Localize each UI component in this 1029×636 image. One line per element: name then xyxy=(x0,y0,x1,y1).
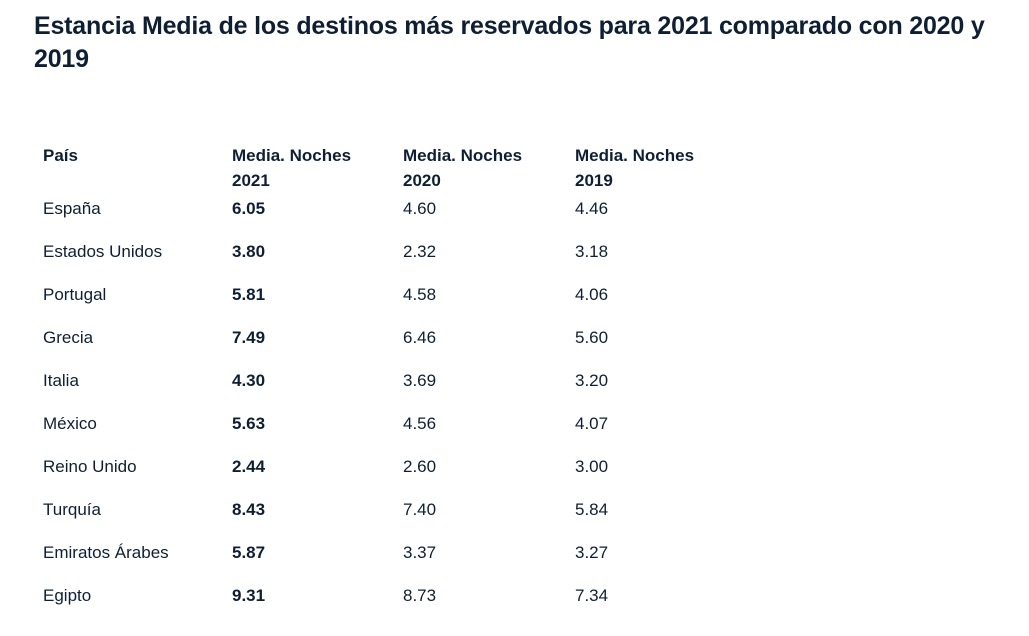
header-noches-2019: Media. Noches 2019 xyxy=(575,146,695,190)
cell-noches-2021: 7.49 xyxy=(232,328,266,347)
cell-noches-2020: 4.58 xyxy=(403,285,437,304)
cell-noches-2019: 4.07 xyxy=(575,414,609,433)
cell-pais: Italia xyxy=(43,371,79,390)
table-row: Grecia 7.49 6.46 5.60 xyxy=(43,327,735,370)
cell-noches-2020: 4.56 xyxy=(403,414,437,433)
cell-pais: España xyxy=(43,199,101,218)
table-row: Turquía 8.43 7.40 5.84 xyxy=(43,499,735,542)
cell-noches-2019: 3.20 xyxy=(575,371,609,390)
cell-noches-2019: 3.18 xyxy=(575,242,609,261)
cell-pais: Reino Unido xyxy=(43,457,137,476)
cell-noches-2020: 4.60 xyxy=(403,199,437,218)
table-row: Portugal 5.81 4.58 4.06 xyxy=(43,284,735,327)
header-noches-2021: Media. Noches 2021 xyxy=(232,146,352,190)
cell-noches-2019: 3.00 xyxy=(575,457,609,476)
cell-noches-2019: 5.60 xyxy=(575,328,609,347)
data-table: País Media. Noches 2021 Media. Noches 20… xyxy=(43,143,735,628)
cell-pais: Egipto xyxy=(43,586,92,605)
cell-noches-2021: 4.30 xyxy=(232,371,266,390)
table-row: México 5.63 4.56 4.07 xyxy=(43,413,735,456)
cell-noches-2020: 3.69 xyxy=(403,371,437,390)
cell-noches-2020: 6.46 xyxy=(403,328,437,347)
header-noches-2020: Media. Noches 2020 xyxy=(403,146,523,190)
cell-noches-2020: 3.37 xyxy=(403,543,437,562)
cell-noches-2021: 6.05 xyxy=(232,199,266,218)
cell-noches-2021: 8.43 xyxy=(232,500,266,519)
cell-noches-2021: 9.31 xyxy=(232,586,266,605)
cell-pais: Grecia xyxy=(43,328,94,347)
table-row: Italia 4.30 3.69 3.20 xyxy=(43,370,735,413)
cell-noches-2020: 8.73 xyxy=(403,586,437,605)
table-header-row: País Media. Noches 2021 Media. Noches 20… xyxy=(43,143,735,198)
cell-noches-2019: 3.27 xyxy=(575,543,609,562)
table-row: Estados Unidos 3.80 2.32 3.18 xyxy=(43,241,735,284)
page-title: Estancia Media de los destinos más reser… xyxy=(34,12,985,73)
cell-pais: Turquía xyxy=(43,500,101,519)
table-row: Egipto 9.31 8.73 7.34 xyxy=(43,585,735,628)
cell-noches-2021: 3.80 xyxy=(232,242,266,261)
cell-noches-2021: 2.44 xyxy=(232,457,266,476)
cell-noches-2019: 4.06 xyxy=(575,285,609,304)
cell-pais: México xyxy=(43,414,97,433)
table-row: Emiratos Árabes 5.87 3.37 3.27 xyxy=(43,542,735,585)
cell-pais: Estados Unidos xyxy=(43,242,163,261)
table-row: España 6.05 4.60 4.46 xyxy=(43,198,735,241)
cell-noches-2021: 5.87 xyxy=(232,543,266,562)
cell-noches-2020: 2.32 xyxy=(403,242,437,261)
cell-noches-2019: 7.34 xyxy=(575,586,609,605)
cell-noches-2021: 5.63 xyxy=(232,414,266,433)
cell-noches-2021: 5.81 xyxy=(232,285,266,304)
cell-noches-2020: 2.60 xyxy=(403,457,437,476)
table-row: Reino Unido 2.44 2.60 3.00 xyxy=(43,456,735,499)
cell-noches-2020: 7.40 xyxy=(403,500,437,519)
cell-noches-2019: 4.46 xyxy=(575,199,609,218)
cell-noches-2019: 5.84 xyxy=(575,500,609,519)
cell-pais: Portugal xyxy=(43,285,107,304)
header-pais: País xyxy=(43,146,78,165)
cell-pais: Emiratos Árabes xyxy=(43,543,169,562)
